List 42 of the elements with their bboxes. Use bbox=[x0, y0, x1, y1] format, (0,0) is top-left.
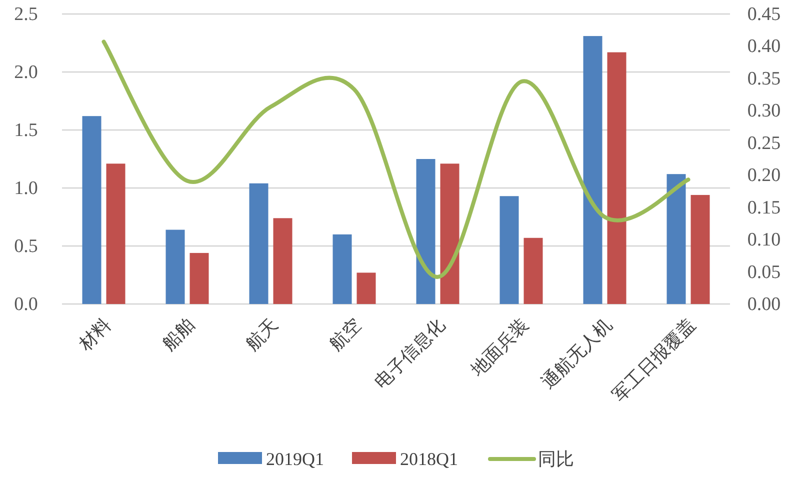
x-tick-label: 材料 bbox=[74, 314, 116, 356]
y-tick-label: 1.5 bbox=[14, 120, 38, 141]
x-tick-label: 航空 bbox=[325, 314, 366, 355]
legend-label: 2018Q1 bbox=[400, 449, 458, 469]
bar bbox=[500, 196, 519, 304]
y2-tick-label: 0.40 bbox=[747, 36, 781, 58]
bar bbox=[249, 183, 268, 304]
bar bbox=[356, 272, 376, 304]
bar bbox=[666, 174, 686, 304]
y2-tick-label: 0.05 bbox=[747, 262, 781, 283]
bar bbox=[583, 36, 602, 304]
y-tick-label: 0.5 bbox=[14, 236, 38, 257]
y2-tick-label: 0.15 bbox=[747, 197, 781, 218]
y2-tick-label: 0.20 bbox=[747, 165, 781, 186]
y-tick-label: 0.0 bbox=[14, 294, 38, 315]
bar bbox=[190, 252, 209, 304]
bar bbox=[82, 116, 102, 304]
x-tick-label: 地面兵装 bbox=[466, 314, 533, 382]
y2-tick-label: 0.00 bbox=[747, 294, 781, 315]
line-series bbox=[102, 40, 690, 279]
bar bbox=[332, 234, 352, 304]
bar bbox=[416, 159, 436, 304]
bar bbox=[166, 230, 185, 304]
bar bbox=[524, 238, 543, 304]
bar bbox=[607, 52, 626, 304]
y2-tick-label: 0.10 bbox=[747, 230, 781, 251]
y-tick-label: 2.5 bbox=[14, 4, 38, 25]
y2-tick-label: 0.25 bbox=[747, 132, 781, 154]
x-tick-label: 航天 bbox=[242, 314, 282, 355]
legend-label: 同比 bbox=[538, 449, 574, 470]
bar bbox=[690, 194, 710, 304]
bar bbox=[440, 164, 460, 304]
y2-tick-label: 0.35 bbox=[747, 68, 781, 90]
x-tick-label: 电子信息化 bbox=[370, 314, 450, 394]
y2-tick-label: 0.45 bbox=[747, 4, 781, 25]
y-tick-label: 1.0 bbox=[14, 178, 38, 199]
y-tick-label: 2.0 bbox=[14, 62, 38, 83]
bar bbox=[273, 218, 292, 304]
y2-tick-label: 0.30 bbox=[747, 100, 781, 122]
legend-label: 2019Q1 bbox=[266, 449, 324, 469]
bar bbox=[106, 164, 126, 304]
x-tick-label: 船舶 bbox=[158, 314, 199, 355]
